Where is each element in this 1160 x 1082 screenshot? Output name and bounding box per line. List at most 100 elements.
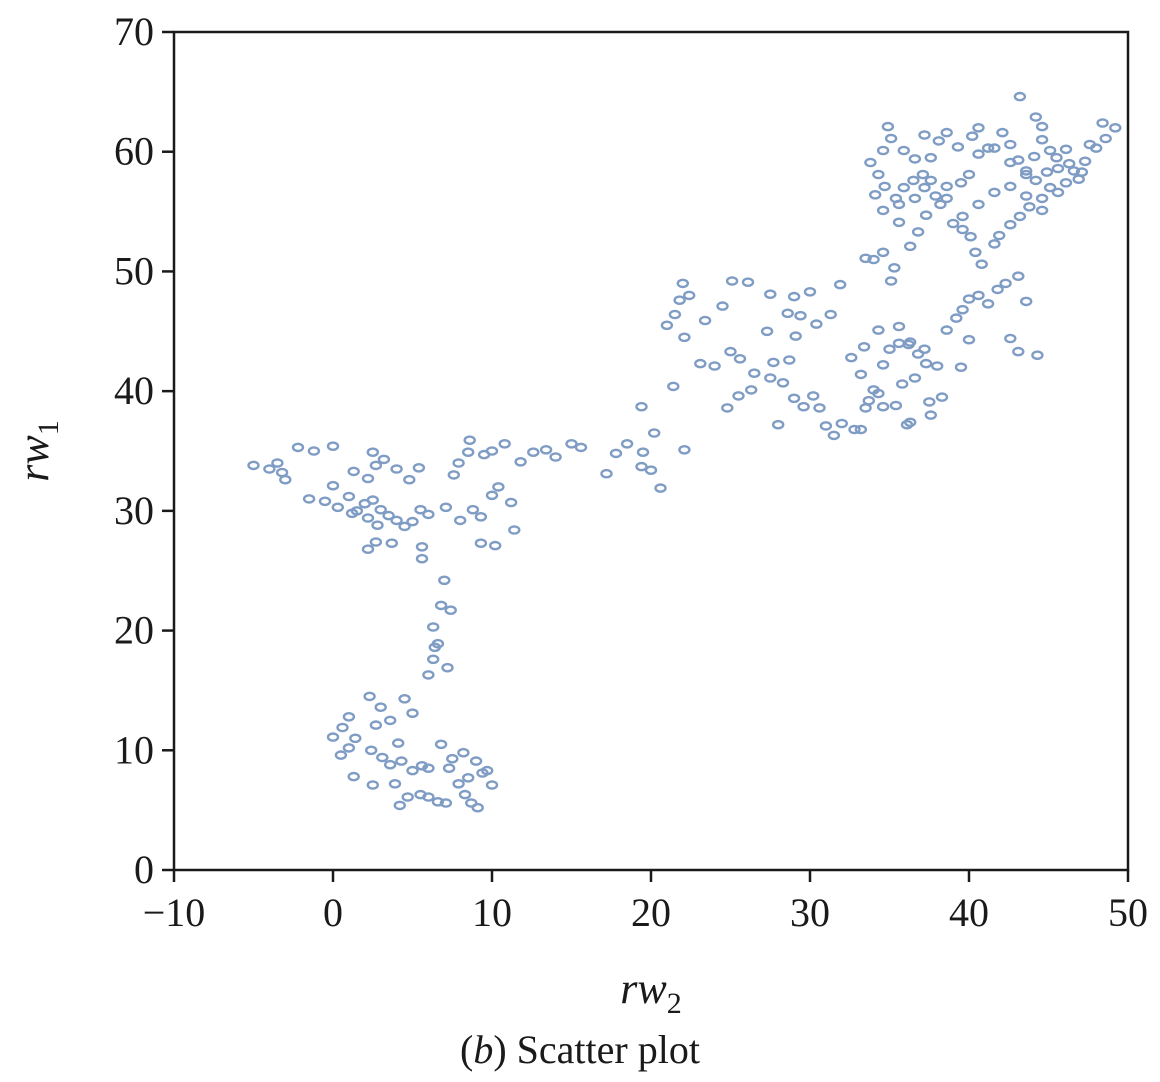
data-point [342,491,356,502]
data-point [422,509,435,520]
data-point [918,344,931,355]
data-point [869,189,882,200]
data-point [1004,157,1017,168]
data-point [415,553,429,564]
data-point [644,465,658,476]
data-point [716,301,729,311]
data-point [864,157,877,168]
y-axis-label: rw1 [9,420,65,481]
data-point [1099,133,1112,144]
data-point [807,391,820,401]
data-point [549,452,562,462]
x-axis-label-base: rw [620,964,667,1013]
data-point [872,325,885,335]
data-point [648,428,661,438]
x-tick-label: 10 [472,890,512,935]
data-point [412,462,426,473]
data-point [876,205,890,216]
data-point [810,319,823,329]
data-point [867,254,880,265]
y-tick-label: 50 [114,248,154,293]
data-point [916,169,930,180]
data-point [385,538,398,549]
data-point [1019,166,1033,176]
data-point [892,338,906,349]
data-point [892,199,906,210]
data-point [741,277,755,288]
data-point [1078,156,1092,167]
x-axis-label: rw2 [620,964,681,1020]
data-point [862,395,875,406]
data-point [904,241,917,252]
data-point [474,512,488,522]
data-point [347,771,360,782]
x-axis-ticks: −10 0 10 20 30 40 50 [143,870,1148,935]
y-tick-label: 20 [114,608,154,653]
data-point [918,182,931,193]
data-point [724,346,737,357]
data-point [783,355,796,365]
data-point [635,461,648,472]
data-point [434,739,448,750]
data-point [471,802,484,813]
data-point [457,747,470,758]
data-point [369,460,383,471]
y-axis-label-subscript: 1 [32,420,65,435]
y-tick-label: 30 [114,488,154,533]
data-point [794,310,807,321]
data-point [897,182,910,193]
data-point [485,780,499,790]
data-point [859,253,872,264]
data-point [972,199,985,210]
data-point [1059,177,1073,188]
data-point [427,622,440,632]
data-point [981,298,995,309]
data-point [908,154,922,164]
data-point [924,152,937,163]
y-tick-label: 40 [114,368,154,413]
data-point [934,199,947,210]
data-point [827,430,841,441]
data-point [392,738,405,748]
data-point [918,130,931,140]
data-point [406,708,419,719]
data-point [361,544,375,555]
data-point [382,510,395,521]
data-point [881,121,895,132]
data-point [439,798,453,808]
data-point [395,756,408,766]
data-point [1031,350,1044,361]
data-point [897,145,910,156]
data-point [969,247,982,258]
data-point [384,759,397,770]
data-point [438,575,451,586]
data-point [406,765,419,776]
data-point [972,290,985,301]
data-point [872,388,885,399]
data-point [365,745,378,756]
data-point [263,464,276,474]
x-tick-label: 0 [323,890,343,935]
y-tick-label: 70 [114,9,154,54]
data-point [725,276,739,286]
data-point [492,482,505,492]
data-point [336,722,349,733]
data-point [635,401,648,412]
data-point [1013,91,1027,102]
data-point [600,468,613,479]
data-point [427,654,440,665]
data-point [361,513,375,523]
data-point [609,448,623,459]
data-point [776,377,790,388]
x-tick-label: 50 [1108,890,1148,935]
data-point [721,403,734,413]
data-point [889,400,903,411]
data-point [1019,296,1033,307]
data-point [900,419,914,430]
data-point [1004,139,1017,150]
data-point [935,392,949,402]
data-point [667,381,680,392]
data-points [247,91,1122,813]
data-point [463,435,476,446]
data-point [345,508,359,519]
